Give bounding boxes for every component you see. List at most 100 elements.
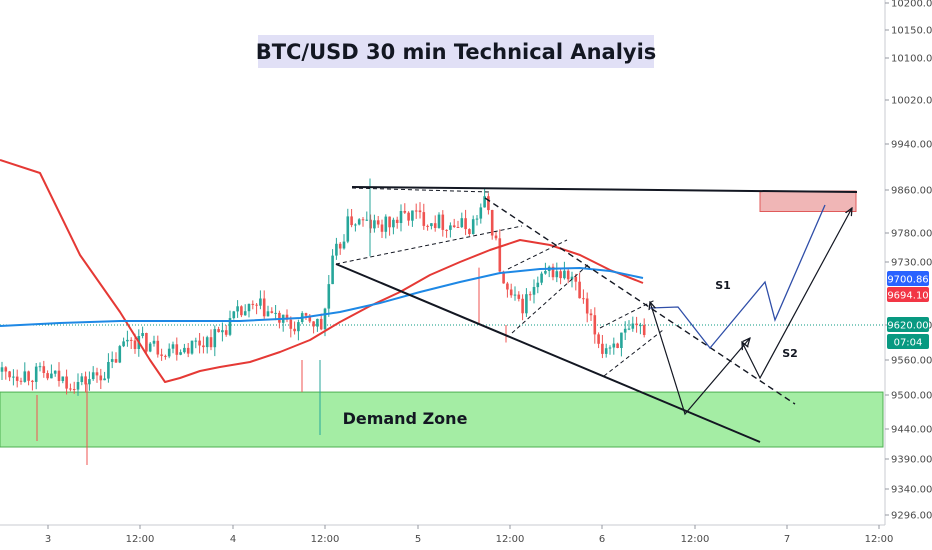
candle-body xyxy=(532,287,536,295)
candle-body xyxy=(145,333,148,352)
candle-82 xyxy=(312,321,315,334)
candle-body xyxy=(129,339,133,341)
candle-5 xyxy=(19,377,23,385)
candle-body xyxy=(403,211,407,213)
blue-moving-average xyxy=(0,267,644,327)
candle-106 xyxy=(403,203,407,214)
candle-body xyxy=(0,367,4,372)
price-tick-label-10: 9500.00 xyxy=(891,391,932,402)
candle-13 xyxy=(50,364,53,379)
candle-body xyxy=(156,340,160,355)
candle-123 xyxy=(468,228,471,236)
time-tick-label-2: 4 xyxy=(230,534,236,545)
price-badge-3 xyxy=(887,334,929,349)
candle-body xyxy=(354,224,357,226)
candle-body xyxy=(42,366,46,373)
candle-48 xyxy=(183,343,186,354)
red-moving-average xyxy=(0,159,644,383)
candle-86 xyxy=(327,275,331,317)
candle-body xyxy=(578,281,581,299)
candle-body xyxy=(361,219,365,221)
candle-65 xyxy=(247,303,251,318)
price-tick-label-3: 10020.00 xyxy=(891,96,932,107)
candle-9 xyxy=(34,363,38,390)
candle-body xyxy=(243,311,247,316)
candle-body xyxy=(228,318,232,335)
candle-body xyxy=(483,196,486,208)
candle-66 xyxy=(251,300,255,310)
candle-50 xyxy=(190,340,194,355)
candle-body xyxy=(555,271,559,278)
candle-57 xyxy=(217,326,220,333)
candle-body xyxy=(494,235,498,239)
candle-155 xyxy=(589,309,593,321)
candle-body xyxy=(392,219,395,228)
candle-body xyxy=(118,346,122,363)
candle-body xyxy=(240,306,243,316)
candle-body xyxy=(441,214,445,230)
candle-20 xyxy=(76,373,80,396)
time-tick-label-3: 12:00 xyxy=(311,534,340,545)
price-tick-label-5: 9860.00 xyxy=(891,186,932,197)
candle-body xyxy=(114,359,118,363)
candle-body xyxy=(620,332,623,348)
candle-body xyxy=(327,284,331,309)
candle-body xyxy=(639,325,642,327)
candle-113 xyxy=(430,223,433,230)
candle-37 xyxy=(141,326,144,339)
drawings-layer xyxy=(335,186,858,443)
candle-body xyxy=(380,224,384,232)
candle-7 xyxy=(27,370,30,386)
candle-24 xyxy=(91,366,95,381)
candle-78 xyxy=(297,319,300,341)
candle-body xyxy=(297,322,300,332)
resistance-line xyxy=(351,186,858,193)
candle-body xyxy=(175,344,179,355)
candle-body xyxy=(426,225,429,227)
price-tick-label-13: 9340.00 xyxy=(891,485,932,496)
candle-body xyxy=(589,313,593,316)
price-axis-ticks: 10200.00 10150.00 10100.00 10020.00 9940.00 9… xyxy=(885,0,932,522)
time-axis-background xyxy=(0,525,932,550)
time-tick-label-8: 7 xyxy=(784,534,790,545)
candle-body xyxy=(95,372,99,376)
candle-102 xyxy=(388,216,391,236)
candle-body xyxy=(487,196,490,211)
candle-130 xyxy=(494,231,498,241)
candle-91 xyxy=(346,208,350,244)
candle-45 xyxy=(171,341,175,354)
candle-145 xyxy=(551,263,555,281)
candle-body xyxy=(536,282,540,288)
candle-body xyxy=(251,303,255,305)
candle-151 xyxy=(574,273,578,291)
candle-body xyxy=(338,243,342,249)
candle-body xyxy=(316,318,319,327)
candle-body xyxy=(449,225,452,230)
candle-body xyxy=(509,289,513,296)
supply-zone xyxy=(759,190,857,212)
time-tick-label-9: 12:00 xyxy=(865,534,894,545)
candle-body xyxy=(65,376,68,389)
candle-body xyxy=(593,315,597,335)
candle-body xyxy=(384,216,388,232)
time-tick-label-0: 3 xyxy=(45,534,51,545)
candle-163 xyxy=(620,332,623,357)
candle-23 xyxy=(88,371,91,391)
candle-body xyxy=(198,340,201,346)
candle-114 xyxy=(433,215,437,232)
candle-166 xyxy=(631,316,635,332)
candle-154 xyxy=(585,292,589,323)
candle-21 xyxy=(80,373,84,386)
candle-body xyxy=(627,328,631,330)
scenario-s2-label: S2 xyxy=(782,347,798,360)
candle-body xyxy=(582,298,585,300)
candle-100 xyxy=(380,219,384,238)
candle-38 xyxy=(145,332,148,354)
candle-body xyxy=(12,376,15,378)
candle-body xyxy=(266,311,270,317)
candle-25 xyxy=(95,367,99,383)
candle-47 xyxy=(179,349,182,356)
candle-body xyxy=(99,375,103,381)
price-tick-label-2: 10100.00 xyxy=(891,54,932,65)
